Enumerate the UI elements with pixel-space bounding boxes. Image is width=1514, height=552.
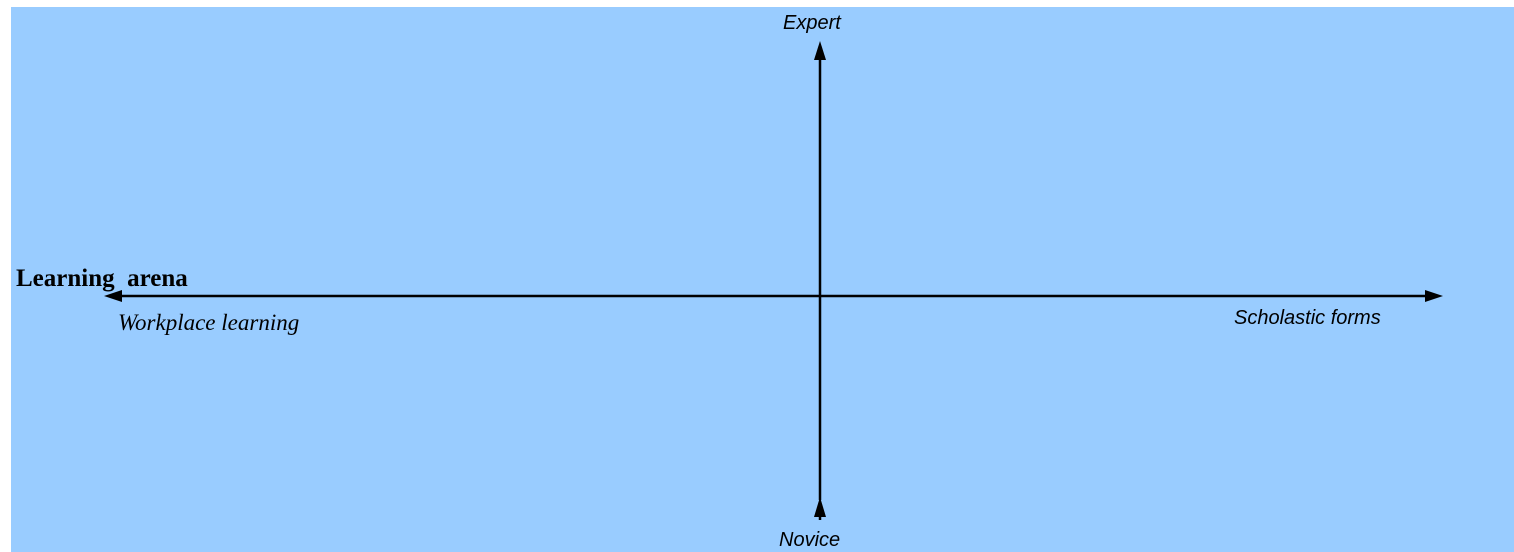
workplace-learning-label: Workplace learning: [118, 310, 300, 335]
novice-label: Novice: [779, 529, 841, 551]
scholastic-forms-label: Scholastic forms: [1234, 307, 1381, 329]
expert-label: Expert: [783, 12, 841, 34]
diagram-background: [11, 7, 1514, 552]
scholastic-arrowhead: [1425, 290, 1443, 302]
expert-arrowhead: [814, 41, 826, 60]
diagram-title: Learning arena: [16, 265, 188, 292]
workplace-arrowhead: [104, 290, 122, 302]
